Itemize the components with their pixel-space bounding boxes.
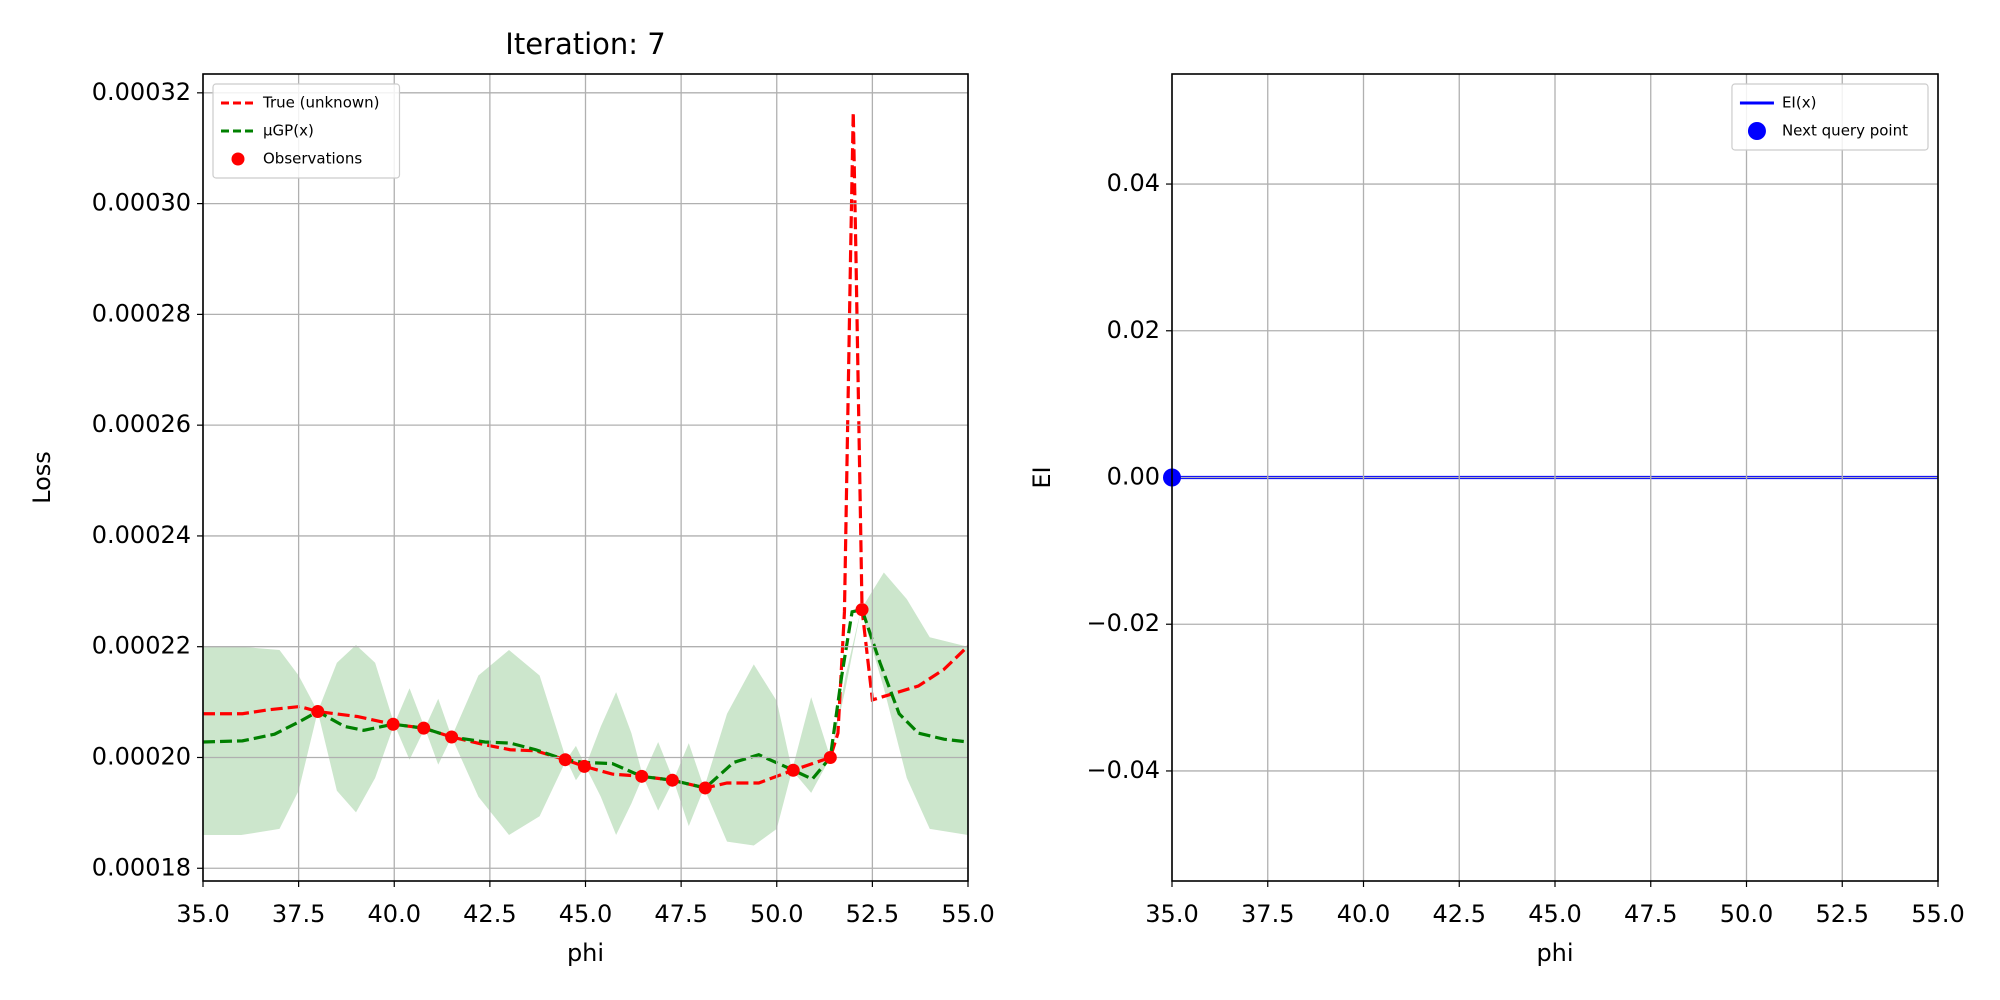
y-tick-label: −0.02 [1086, 609, 1160, 637]
x-tick-label: 55.0 [1911, 900, 1964, 928]
x-tick-label: 45.0 [1528, 900, 1581, 928]
legend-box [212, 83, 401, 179]
data-point [635, 769, 649, 783]
data-point [386, 717, 400, 731]
y-axis-label: EI [1028, 466, 1056, 488]
legend-label: Next query point [1782, 122, 1908, 140]
y-tick-label: 0.00028 [92, 299, 191, 327]
legend-box [1731, 83, 1929, 151]
data-point [558, 753, 572, 767]
x-tick-label: 40.0 [368, 900, 421, 928]
x-tick-label: 37.5 [272, 900, 325, 928]
legend-marker [1747, 122, 1766, 140]
data-point [311, 705, 325, 719]
legend: True (unknown) μGP(x) Observations [212, 83, 401, 179]
y-tick-label: 0.00 [1107, 463, 1160, 491]
x-tick-label: 52.5 [1816, 900, 1869, 928]
y-tick-label: 0.00022 [92, 632, 191, 660]
x-tick-label: 35.0 [1145, 900, 1198, 928]
y-axis-label: Loss [28, 451, 56, 504]
y-tick-label: 0.00026 [92, 410, 191, 438]
data-point [665, 773, 679, 787]
y-tick-label: 0.00018 [92, 853, 191, 881]
axes-frame [1171, 73, 1939, 882]
legend-label: Observations [263, 150, 362, 168]
data-point [417, 721, 431, 735]
y-tick-label: 0.00020 [92, 742, 191, 770]
x-tick-label: 52.5 [846, 900, 899, 928]
axes-frame [202, 73, 969, 882]
data-point [786, 763, 800, 777]
x-tick-label: 45.0 [559, 900, 612, 928]
data-point [823, 750, 837, 764]
x-tick-label: 40.0 [1337, 900, 1390, 928]
data-point [577, 759, 591, 773]
data-point [855, 603, 869, 617]
x-tick-label: 35.0 [176, 900, 229, 928]
x-tick-label: 42.5 [463, 900, 516, 928]
x-tick-label: 37.5 [1241, 900, 1294, 928]
x-tick-label: 55.0 [941, 900, 994, 928]
legend-label: EI(x) [1782, 94, 1816, 112]
chart-title: Iteration: 7 [505, 27, 665, 61]
x-tick-label: 50.0 [750, 900, 803, 928]
legend-label: True (unknown) [262, 94, 380, 112]
x-tick-label: 47.5 [1624, 900, 1677, 928]
x-tick-label: 42.5 [1433, 900, 1486, 928]
data-line [203, 607, 968, 790]
legend: EI(x) Next query point [1731, 83, 1929, 151]
x-axis-label: phi [567, 939, 604, 967]
x-tick-label: 50.0 [1720, 900, 1773, 928]
y-tick-label: 0.02 [1107, 316, 1160, 344]
data-point [445, 730, 459, 744]
data-point [698, 781, 712, 795]
y-tick-label: 0.00030 [92, 189, 191, 217]
legend-label: μGP(x) [263, 122, 314, 140]
x-axis-label: phi [1536, 939, 1573, 967]
x-tick-label: 47.5 [654, 900, 707, 928]
y-tick-label: −0.04 [1086, 756, 1160, 784]
legend-marker [231, 152, 245, 166]
y-tick-label: 0.00032 [92, 78, 191, 106]
y-tick-label: 0.04 [1107, 169, 1160, 197]
y-tick-label: 0.00024 [92, 521, 191, 549]
